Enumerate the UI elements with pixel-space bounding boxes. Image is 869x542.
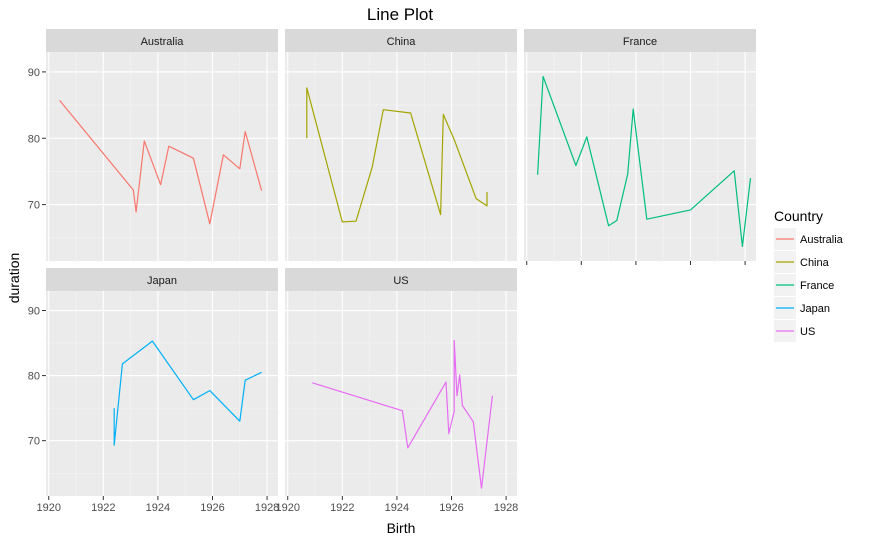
- y-tick-label: 80: [28, 133, 40, 145]
- x-tick-label: 1922: [330, 502, 354, 514]
- legend-label: US: [800, 326, 815, 338]
- facet-strip-label: China: [387, 36, 417, 48]
- facet-strip-us: [285, 268, 517, 291]
- facet-strip-australia: [46, 29, 278, 52]
- panel-background: [524, 52, 756, 261]
- legend-label: China: [800, 257, 830, 269]
- facet-strip-label: US: [393, 275, 408, 287]
- legend-title: Country: [774, 208, 823, 224]
- x-tick-label: 1922: [91, 502, 115, 514]
- facet-panel-china: China: [285, 29, 517, 261]
- facet-panel-us: US: [285, 268, 517, 496]
- x-tick-label: 1920: [275, 502, 299, 514]
- legend: Country Australia China France Japan US: [774, 208, 844, 342]
- x-tick-label: 1928: [255, 502, 279, 514]
- facet-panel-france: France: [524, 29, 756, 261]
- series-line-japan: [113, 340, 262, 446]
- x-tick-label: 1928: [494, 502, 518, 514]
- series-line-china: [306, 87, 488, 223]
- x-tick-label: 1926: [439, 502, 463, 514]
- facet-strip-france: [524, 29, 756, 52]
- legend-item-japan: Japan: [774, 297, 830, 319]
- y-tick-label: 90: [28, 67, 40, 79]
- legend-item-australia: Australia: [774, 228, 844, 250]
- panel-background: [285, 52, 517, 261]
- series-line-australia: [59, 100, 263, 225]
- panel-background: [285, 291, 517, 496]
- x-tick-label: 1924: [385, 502, 409, 514]
- facet-strip-japan: [46, 268, 278, 291]
- facet-panel-japan: Japan: [46, 268, 278, 496]
- panel-background: [46, 52, 278, 261]
- legend-item-china: China: [774, 251, 830, 273]
- y-tick-label: 70: [28, 200, 40, 212]
- x-tick-label: 1920: [36, 502, 60, 514]
- y-tick-label: 90: [28, 306, 40, 318]
- x-tick-label: 1924: [146, 502, 170, 514]
- facet-strip-label: Australia: [141, 36, 185, 48]
- legend-item-france: France: [774, 274, 834, 296]
- x-tick-label: 1926: [200, 502, 224, 514]
- series-line-france: [537, 75, 752, 247]
- y-axis-title: duration: [6, 253, 22, 304]
- facet-strip-label: Japan: [147, 275, 177, 287]
- legend-label: France: [800, 280, 834, 292]
- y-tick-label: 70: [28, 436, 40, 448]
- facet-panels: Australia China France Japan US: [46, 29, 756, 496]
- panel-background: [46, 291, 278, 496]
- y-tick-label: 80: [28, 371, 40, 383]
- legend-label: Australia: [800, 234, 844, 246]
- legend-label: Japan: [800, 303, 830, 315]
- legend-item-us: US: [774, 320, 815, 342]
- facet-strip-label: France: [623, 36, 657, 48]
- plot-title: Line Plot: [367, 5, 433, 24]
- series-line-us: [312, 339, 493, 489]
- facet-strip-china: [285, 29, 517, 52]
- x-axis-title: Birth: [387, 520, 416, 536]
- facet-panel-australia: Australia: [46, 29, 278, 261]
